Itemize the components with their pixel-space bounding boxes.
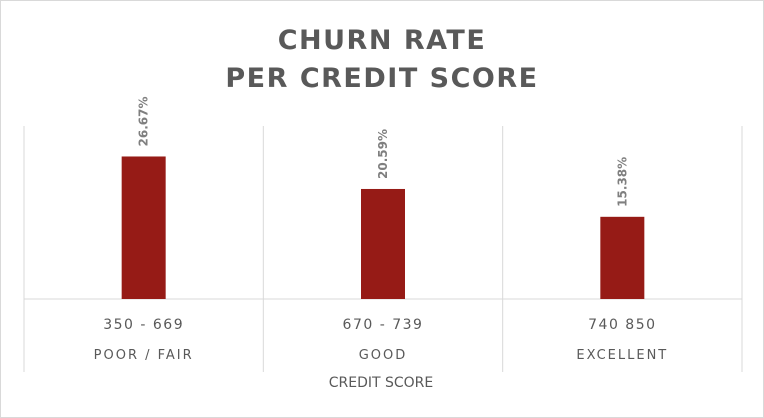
- data-label-1: 26.67%: [137, 96, 151, 146]
- group-labels-group: POOR / FAIR GOOD EXCELLENT: [94, 348, 668, 363]
- chart-subtitle: PER CREDIT SCORE: [225, 63, 539, 94]
- group-label-1: POOR / FAIR: [94, 348, 194, 363]
- tick-labels-group: 350 - 669 670 - 739 740 850: [103, 317, 656, 333]
- tick-label-2: 670 - 739: [343, 317, 424, 333]
- bar-2: [361, 188, 405, 299]
- group-label-3: EXCELLENT: [576, 348, 668, 363]
- group-label-2: GOOD: [359, 348, 408, 363]
- value-labels-group: 26.67% 20.59% 15.38%: [137, 96, 630, 206]
- chart-title: CHURN RATE: [277, 25, 487, 56]
- x-axis-title: CREDIT SCORE: [329, 375, 434, 391]
- category-separators: [23, 126, 743, 372]
- bars-group: [121, 156, 645, 299]
- tick-label-3: 740 850: [588, 317, 656, 333]
- bar-1: [121, 156, 166, 299]
- tick-label-1: 350 - 669: [103, 317, 184, 333]
- data-label-2: 20.59%: [376, 129, 390, 179]
- bar-3: [600, 216, 645, 299]
- data-label-3: 15.38%: [615, 157, 629, 207]
